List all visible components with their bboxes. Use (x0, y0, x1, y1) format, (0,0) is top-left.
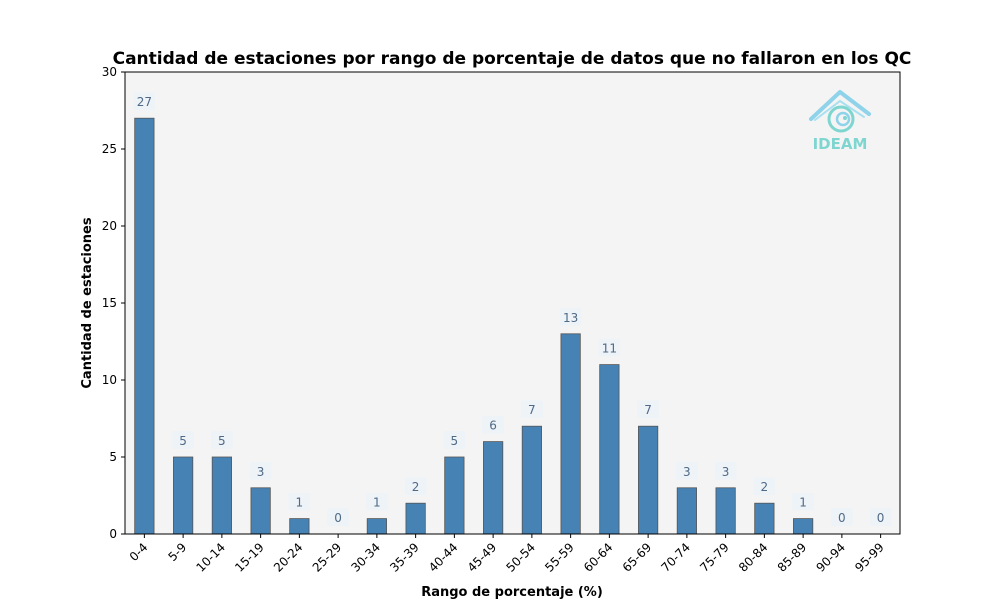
y-axis-label: Cantidad de estaciones (80, 217, 95, 389)
data-label: 5 (451, 434, 459, 448)
data-label: 1 (373, 496, 381, 510)
data-label-box (753, 477, 776, 496)
x-tick-label: 60-64 (581, 540, 616, 575)
data-label: 7 (644, 403, 652, 417)
data-label: 3 (683, 465, 691, 479)
bar (715, 487, 736, 535)
data-label-box (830, 508, 853, 526)
x-tick-label: 95-99 (852, 540, 887, 575)
bar (173, 456, 194, 535)
data-label-box (482, 415, 505, 434)
x-tick-label: 55-59 (542, 540, 577, 575)
x-tick-label: 30-34 (348, 540, 383, 575)
bar (483, 441, 504, 535)
x-tick-label: 75-79 (697, 540, 732, 575)
bar (521, 425, 542, 535)
x-tick-label: 90-94 (813, 540, 848, 575)
bar (211, 456, 232, 535)
data-label-box (210, 431, 233, 449)
data-label-box (288, 492, 311, 511)
plot-frame (124, 71, 901, 535)
y-tick-label: 5 (109, 450, 117, 464)
x-tick-label: 10-14 (193, 540, 228, 575)
bar (289, 518, 310, 535)
data-label: 0 (838, 511, 846, 525)
data-label: 1 (799, 496, 807, 510)
data-label-box (792, 492, 815, 511)
x-tick-label: 70-74 (658, 540, 693, 575)
bar (405, 502, 426, 535)
x-tick-label: 5-9 (165, 540, 189, 564)
house-icon (809, 90, 871, 133)
data-label: 0 (334, 511, 342, 525)
x-tick-label: 0-4 (127, 540, 151, 564)
logo-text: IDEAM (813, 135, 868, 153)
data-label-box (133, 92, 156, 111)
data-label-box (714, 461, 737, 480)
x-tick-label: 25-29 (310, 540, 345, 575)
y-tick-label: 25 (102, 142, 117, 156)
data-label-box (869, 508, 892, 526)
data-label: 2 (761, 480, 769, 494)
bar (676, 487, 697, 535)
x-tick-label: 45-49 (465, 540, 500, 575)
data-label-box (637, 400, 660, 419)
data-label-box (443, 431, 466, 449)
data-label: 3 (722, 465, 730, 479)
bar (793, 518, 814, 535)
data-label-box (249, 461, 272, 480)
x-tick-label: 40-44 (426, 540, 461, 575)
bar (444, 456, 465, 535)
data-label: 2 (412, 480, 420, 494)
y-tick-label: 15 (102, 296, 117, 310)
data-label-box (172, 431, 195, 449)
x-tick-label: 15-19 (232, 540, 267, 575)
data-label-box (675, 461, 698, 480)
data-label: 11 (602, 342, 617, 356)
bar (560, 333, 581, 535)
y-tick-label: 10 (102, 373, 117, 387)
x-axis-ticks: 0-4 5-9 10-14 15-19 20-24 25-29 30-34 35-39 40-4… (127, 534, 887, 575)
bar (638, 425, 659, 535)
x-tick-label: 80-84 (736, 540, 771, 575)
x-tick-label: 35-39 (387, 540, 422, 575)
bar (599, 364, 620, 535)
x-axis-label: Rango de porcentaje (%) (421, 585, 603, 600)
data-label: 27 (137, 95, 152, 109)
bar (366, 518, 387, 535)
data-labels: 27 5 5 3 1 0 1 2 5 6 7 13 11 7 3 3 2 1 0 0 (133, 92, 892, 526)
data-label: 13 (563, 311, 578, 325)
x-tick-label: 20-24 (271, 540, 306, 575)
data-label-box (327, 508, 350, 526)
data-label: 1 (296, 496, 304, 510)
chart-title: Cantidad de estaciones por rango de porc… (113, 49, 912, 69)
y-tick-label: 30 (102, 65, 117, 79)
data-label: 0 (877, 511, 885, 525)
y-axis-ticks: 0 5 10 15 20 25 30 (102, 65, 125, 541)
ideam-logo: IDEAM (809, 90, 871, 153)
data-label-box (598, 338, 621, 357)
plot-area (125, 72, 900, 534)
bars (134, 117, 814, 535)
bar (250, 487, 271, 535)
x-tick-label: 85-89 (775, 540, 810, 575)
data-label-box (559, 307, 582, 326)
data-label-box (520, 400, 543, 419)
data-label: 6 (489, 419, 497, 433)
x-tick-label: 65-69 (620, 540, 655, 575)
data-label: 5 (218, 434, 226, 448)
bar (134, 117, 155, 535)
data-label: 3 (257, 465, 265, 479)
y-tick-label: 20 (102, 219, 117, 233)
data-label-box (365, 492, 388, 511)
bar (754, 502, 775, 535)
data-label: 7 (528, 403, 536, 417)
y-tick-label: 0 (109, 527, 117, 541)
data-label: 5 (179, 434, 187, 448)
x-tick-label: 50-54 (503, 540, 538, 575)
data-label-box (404, 477, 427, 496)
